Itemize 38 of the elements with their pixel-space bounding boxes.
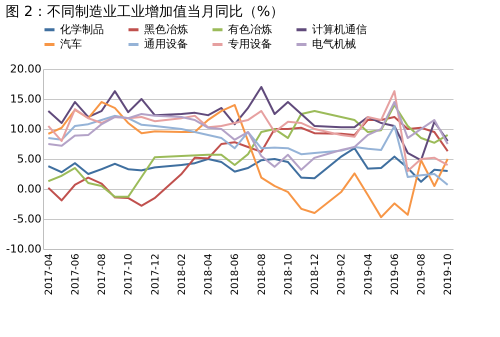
y-tick-label: -5.00 (13, 212, 42, 226)
chart-title: 图 2：不同制造业工业增加值当月同比（%） (6, 4, 284, 20)
line-series (47, 116, 449, 207)
legend-label: 化学制品 (60, 22, 104, 36)
legend-label: 专用设备 (228, 38, 272, 50)
legend-label: 电气机械 (312, 38, 356, 50)
y-tick-label: -10.00 (6, 242, 42, 256)
x-tick-label: 2018-12 (310, 254, 322, 296)
y-tick-label: 20.00 (10, 62, 42, 76)
y-tick-label: 0.00 (17, 182, 42, 196)
line-series (47, 104, 449, 198)
x-tick-label: 2019-08 (416, 254, 428, 296)
y-tick-label: 10.00 (10, 122, 42, 136)
legend-label: 有色冶炼 (228, 22, 272, 36)
legend-label: 通用设备 (144, 38, 188, 50)
x-tick-label: 2017-10 (124, 254, 135, 296)
line-series (47, 101, 449, 218)
x-tick-label: 2019-06 (390, 254, 401, 296)
x-tick-label: 2017-08 (97, 254, 108, 296)
line-series (47, 147, 449, 183)
y-tick-label: 5.00 (17, 152, 42, 166)
legend-label: 黑色冶炼 (144, 22, 188, 36)
x-tick-label: 2017-12 (150, 254, 162, 296)
x-tick-label: 2019-10 (443, 254, 454, 296)
x-tick-label: 2019-04 (363, 254, 374, 296)
x-tick-label: 2018-04 (204, 254, 215, 296)
line-series (47, 86, 449, 162)
legend-label: 计算机通信 (312, 22, 367, 36)
x-tick-label: 2017-04 (44, 254, 55, 296)
x-tick-label: 2018-10 (283, 254, 294, 296)
x-tick-label: 2019-02 (336, 254, 348, 296)
x-tick-label: 2018-06 (230, 254, 242, 296)
line-series (47, 114, 449, 186)
x-tick-label: 2018-08 (256, 254, 268, 296)
x-tick-label: 2017-06 (70, 254, 82, 296)
legend-label: 汽车 (60, 38, 82, 50)
y-tick-label: 15.00 (10, 92, 42, 106)
x-tick-label: 2018-02 (176, 254, 188, 296)
